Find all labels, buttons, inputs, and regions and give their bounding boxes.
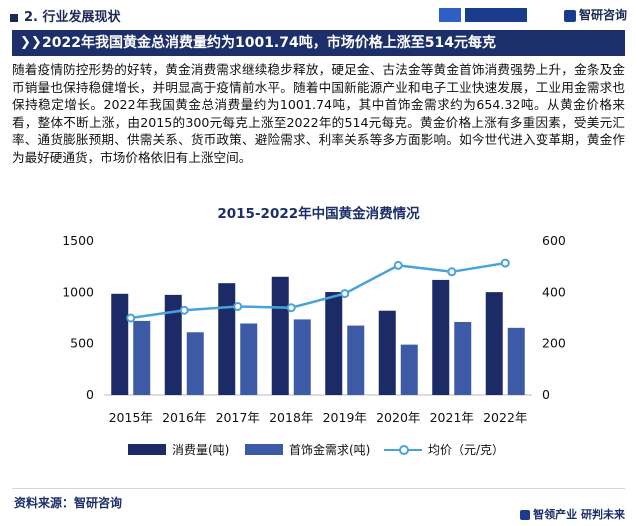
price-point-7 xyxy=(500,258,510,268)
decor-strip xyxy=(439,8,461,22)
chart-legend: 消费量(吨) 首饰金需求(吨) 均价（元/克） xyxy=(0,441,637,461)
brand-logo: 智研咨询 xyxy=(563,6,627,23)
bar-jewelry-0 xyxy=(133,320,151,395)
x-tick-label: 2022年 xyxy=(483,410,527,425)
y-left-tick-label: 500 xyxy=(70,336,94,351)
price-point-6 xyxy=(447,267,457,277)
decor-strip xyxy=(465,8,527,22)
bar-jewelry-6 xyxy=(454,321,472,395)
bar-jewelry-4 xyxy=(347,325,365,395)
legend-label: 均价（元/克） xyxy=(428,443,505,457)
legend-item: 消费量(吨) xyxy=(128,441,229,458)
y-right-tick-label: 0 xyxy=(542,387,550,402)
price-point-5 xyxy=(393,260,403,270)
x-tick-label: 2015年 xyxy=(109,410,153,425)
x-tick-label: 2016年 xyxy=(162,410,206,425)
bar-consumption-7 xyxy=(485,292,503,395)
bar-jewelry-3 xyxy=(293,319,311,395)
y-left-tick-label: 1000 xyxy=(62,284,94,299)
bar-consumption-4 xyxy=(325,292,343,395)
legend-label: 消费量(吨) xyxy=(172,443,230,457)
body-paragraph: 随着疫情防控形势的好转，黄金消费需求继续稳步释放，硬足金、古法金等黄金首饰消费强… xyxy=(12,62,625,165)
price-point-3 xyxy=(286,303,296,313)
footer-brand-text: 智领产业 研判未来 xyxy=(533,508,625,521)
headline-banner: ❯❯ 2022年我国黄金总消费量约为1001.74吨，市场价格上涨至514元每克 xyxy=(12,30,625,56)
section-title-text: 2. 行业发展现状 xyxy=(24,10,121,25)
source-note: 资料来源：智研咨询 xyxy=(14,496,123,510)
legend-swatch xyxy=(384,444,422,455)
x-tick-label: 2021年 xyxy=(430,410,474,425)
legend-item: 首饰金需求(吨) xyxy=(245,441,370,458)
bar-jewelry-2 xyxy=(240,323,258,395)
x-tick-label: 2018年 xyxy=(269,410,313,425)
bar-consumption-1 xyxy=(164,294,182,395)
legend-item: 均价（元/克） xyxy=(384,441,504,458)
bar-consumption-5 xyxy=(378,310,396,395)
x-tick-label: 2020年 xyxy=(376,410,420,425)
price-point-0 xyxy=(126,313,136,323)
legend-swatch xyxy=(245,444,283,455)
bar-consumption-3 xyxy=(271,276,289,395)
price-line xyxy=(130,261,506,320)
bar-jewelry-7 xyxy=(507,327,525,395)
bar-consumption-6 xyxy=(432,279,450,395)
price-point-4 xyxy=(340,289,350,299)
x-tick-label: 2017年 xyxy=(216,410,260,425)
chart-title: 2015-2022年中国黄金消费情况 xyxy=(217,206,420,222)
y-right-tick-label: 600 xyxy=(542,233,566,248)
price-point-1 xyxy=(179,305,189,315)
brand-name: 智研咨询 xyxy=(578,8,627,22)
bar-consumption-2 xyxy=(218,283,236,395)
price-point-2 xyxy=(233,301,243,311)
legend-swatch xyxy=(128,444,166,455)
footer-logo-icon xyxy=(520,510,531,520)
y-left-tick-label: 1500 xyxy=(62,233,94,248)
bar-jewelry-1 xyxy=(186,332,204,395)
top-bar: 2. 行业发展现状 智研咨询 xyxy=(0,0,637,30)
bar-jewelry-5 xyxy=(400,344,418,395)
y-left-tick-label: 0 xyxy=(86,387,94,402)
legend-label: 首饰金需求(吨) xyxy=(289,443,371,457)
y-right-tick-label: 400 xyxy=(542,284,566,299)
brand-logo-icon xyxy=(563,9,576,22)
section-square-icon xyxy=(10,13,18,22)
y-right-tick-label: 200 xyxy=(542,336,566,351)
footer-divider xyxy=(12,488,625,489)
section-title: 2. 行业发展现状 xyxy=(10,6,121,25)
x-tick-label: 2019年 xyxy=(323,410,367,425)
headline-text: 2022年我国黄金总消费量约为1001.74吨，市场价格上涨至514元每克 xyxy=(42,35,496,51)
double-chevron-icon: ❯❯ xyxy=(20,35,42,50)
footer-brand: 智领产业 研判未来 xyxy=(520,506,625,522)
bar-consumption-0 xyxy=(111,293,129,395)
